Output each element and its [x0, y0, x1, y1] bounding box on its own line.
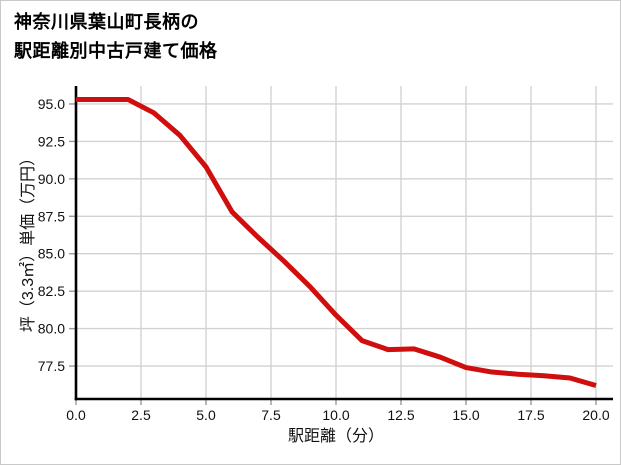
- x-tick-label: 5.0: [196, 407, 216, 423]
- x-tick-label: 15.0: [452, 407, 479, 423]
- x-tick-label: 20.0: [582, 407, 609, 423]
- x-tick-label: 0.0: [66, 407, 86, 423]
- y-tick-label: 95.0: [38, 96, 65, 112]
- x-tick-label: 7.5: [261, 407, 281, 423]
- x-tick-label: 17.5: [517, 407, 544, 423]
- y-tick-label: 92.5: [38, 133, 65, 149]
- y-tick-label: 85.0: [38, 246, 65, 262]
- y-tick-label: 82.5: [38, 283, 65, 299]
- chart-title-line1: 神奈川県葉山町長柄の: [14, 12, 199, 32]
- y-axis-label: 坪（3.3㎡）単価（万円）: [20, 149, 37, 333]
- y-tick-label: 90.0: [38, 171, 65, 187]
- x-tick-label: 12.5: [387, 407, 414, 423]
- x-tick-label: 2.5: [131, 407, 151, 423]
- x-tick-label: 10.0: [322, 407, 349, 423]
- y-tick-label: 77.5: [38, 358, 65, 374]
- price-line: [76, 96, 597, 388]
- y-tick-label: 80.0: [38, 321, 65, 337]
- chart-title: 神奈川県葉山町長柄の 駅距離別中古戸建て価格: [14, 8, 218, 66]
- chart-title-line2: 駅距離別中古戸建て価格: [14, 41, 218, 61]
- y-tick-label: 87.5: [38, 208, 65, 224]
- x-axis-label: 駅距離（分）: [287, 428, 384, 445]
